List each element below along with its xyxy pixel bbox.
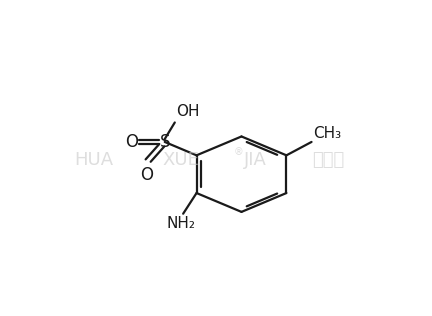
Text: XUE: XUE bbox=[163, 151, 200, 168]
Text: O: O bbox=[125, 133, 138, 151]
Text: JIA: JIA bbox=[244, 151, 266, 168]
Text: OH: OH bbox=[176, 104, 200, 119]
Text: O: O bbox=[140, 166, 153, 184]
Text: 化学加: 化学加 bbox=[312, 151, 345, 168]
Text: ®: ® bbox=[233, 147, 243, 157]
Text: CH₃: CH₃ bbox=[313, 126, 341, 141]
Text: S: S bbox=[159, 133, 170, 151]
Text: NH₂: NH₂ bbox=[167, 216, 196, 231]
Text: HUA: HUA bbox=[75, 151, 114, 168]
